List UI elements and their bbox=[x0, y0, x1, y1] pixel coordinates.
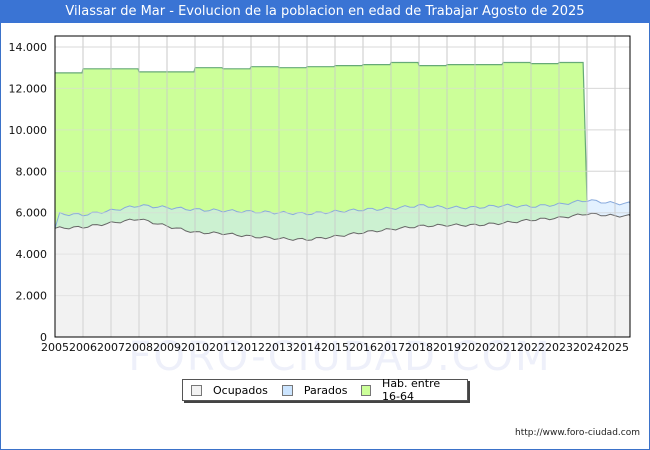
svg-text:2012: 2012 bbox=[237, 341, 265, 354]
svg-text:2011: 2011 bbox=[209, 341, 237, 354]
legend-item-parados: Parados bbox=[281, 383, 348, 397]
svg-text:10.000: 10.000 bbox=[9, 124, 48, 137]
legend-swatch-ocupados bbox=[191, 384, 202, 396]
svg-text:8.000: 8.000 bbox=[16, 165, 48, 178]
legend-swatch-parados bbox=[281, 384, 293, 396]
svg-text:2022: 2022 bbox=[517, 341, 545, 354]
svg-text:2.000: 2.000 bbox=[16, 290, 48, 303]
svg-text:2010: 2010 bbox=[181, 341, 209, 354]
svg-text:2007: 2007 bbox=[97, 341, 125, 354]
svg-text:2024: 2024 bbox=[573, 341, 601, 354]
svg-text:6.000: 6.000 bbox=[16, 207, 48, 220]
svg-text:2020: 2020 bbox=[461, 341, 489, 354]
plot-area-border bbox=[54, 35, 631, 338]
svg-text:2009: 2009 bbox=[153, 341, 181, 354]
chart-legend: Ocupados Parados Hab. entre 16-64 bbox=[182, 377, 468, 403]
legend-item-habitantes: Hab. entre 16-64 bbox=[361, 377, 461, 403]
legend-label: Ocupados bbox=[213, 383, 268, 397]
watermark: FORO-CIUDAD.COM bbox=[128, 334, 551, 380]
svg-text:2005: 2005 bbox=[41, 341, 69, 354]
legend-swatch-habitantes bbox=[361, 384, 372, 396]
legend-label: Hab. entre 16-64 bbox=[382, 377, 441, 403]
legend-item-ocupados: Ocupados bbox=[191, 384, 268, 397]
svg-text:4.000: 4.000 bbox=[16, 248, 48, 261]
y-axis-ticks: 0 2.000 4.000 6.000 8.000 10.000 12.000 14.000 bbox=[9, 41, 48, 344]
svg-text:2019: 2019 bbox=[433, 341, 461, 354]
svg-text:2014: 2014 bbox=[293, 341, 321, 354]
svg-text:2017: 2017 bbox=[377, 341, 405, 354]
svg-text:2015: 2015 bbox=[321, 341, 349, 354]
svg-text:2008: 2008 bbox=[125, 341, 153, 354]
svg-text:2021: 2021 bbox=[489, 341, 517, 354]
svg-text:0: 0 bbox=[40, 331, 47, 344]
series-areas bbox=[54, 36, 631, 338]
svg-text:2013: 2013 bbox=[265, 341, 293, 354]
source-url: http://www.foro-ciudad.com bbox=[515, 428, 640, 438]
svg-text:2016: 2016 bbox=[349, 341, 377, 354]
svg-text:14.000: 14.000 bbox=[9, 41, 48, 54]
x-axis-ticks: 2005 2006 2007 2008 2009 2010 2011 2012 2013 2014… bbox=[41, 341, 629, 354]
svg-text:12.000: 12.000 bbox=[9, 82, 48, 95]
svg-text:2025: 2025 bbox=[601, 341, 629, 354]
legend-label: Parados bbox=[303, 383, 348, 397]
svg-text:2023: 2023 bbox=[545, 341, 573, 354]
svg-text:2006: 2006 bbox=[69, 341, 97, 354]
chart-title: Vilassar de Mar - Evolucion de la poblac… bbox=[0, 0, 650, 23]
svg-text:2018: 2018 bbox=[405, 341, 433, 354]
